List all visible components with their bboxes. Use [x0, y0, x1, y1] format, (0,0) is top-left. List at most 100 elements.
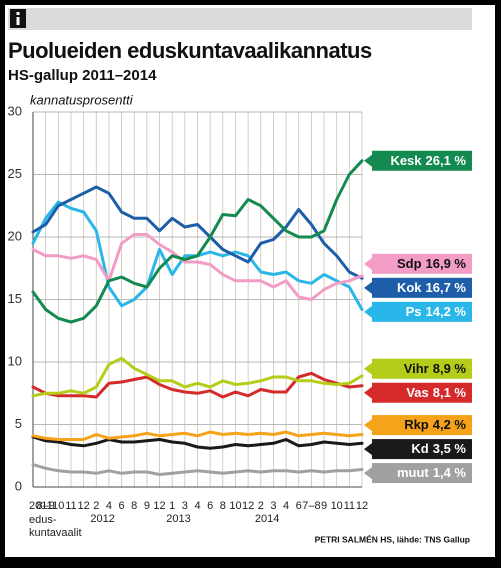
- x-tick-label: 10: [52, 500, 64, 512]
- end-label: Kok 16,7 %: [397, 280, 466, 295]
- year-label: 2014: [255, 513, 279, 525]
- series-name: Rkp: [404, 418, 429, 433]
- x-tick-label: 12: [153, 500, 165, 512]
- label-pointer: [364, 443, 372, 456]
- x-tick-label: 9: [144, 500, 150, 512]
- year-label: 2012: [90, 513, 114, 525]
- series-name: Kesk: [390, 153, 422, 168]
- x-tick-label: 1: [169, 500, 175, 512]
- x-tick-label: 3: [182, 500, 188, 512]
- value-label: 14,2 %: [426, 304, 467, 319]
- series-name: Sdp: [397, 256, 422, 271]
- x-tick-label: 8–9: [36, 500, 54, 512]
- label-box: [372, 415, 472, 436]
- end-label: Kesk 26,1 %: [390, 153, 466, 168]
- series-name: Kd: [411, 442, 428, 457]
- x-tick-label: 7–8: [302, 500, 320, 512]
- series-line: [31, 159, 364, 324]
- series-name: Kok: [397, 280, 422, 295]
- x-tick-label: 4: [194, 500, 200, 512]
- label-box: [372, 301, 472, 322]
- series-line: [31, 463, 364, 476]
- info-icon-dot: [16, 12, 20, 15]
- end-label: Rkp 4,2 %: [404, 418, 466, 433]
- x-tick-label: 8: [220, 500, 226, 512]
- series-name: muut: [397, 466, 429, 481]
- x-tick-label: 12: [356, 500, 368, 512]
- x-tick-label: 10: [331, 500, 343, 512]
- series-line: [31, 430, 364, 441]
- x-tick-label: 2: [93, 500, 99, 512]
- x-tick-label: 6: [207, 500, 213, 512]
- x-note: kuntavaalit: [29, 527, 82, 539]
- series-name: Vas: [406, 385, 428, 400]
- label-box: [372, 150, 472, 171]
- label-pointer: [364, 386, 372, 399]
- x-tick-label: 9: [321, 500, 327, 512]
- label-pointer: [364, 305, 372, 318]
- value-label: 1,4 %: [433, 466, 467, 481]
- y-axis-label: kannatusprosentti: [30, 92, 134, 107]
- series-line: [31, 233, 364, 301]
- x-tick-label: 12: [77, 500, 89, 512]
- info-icon-stem: [16, 17, 20, 25]
- x-tick-label: 12: [242, 500, 254, 512]
- x-tick-label: 6: [119, 500, 125, 512]
- label-box: [372, 382, 472, 403]
- x-tick-label: 6: [296, 500, 302, 512]
- x-tick-label: 2: [258, 500, 264, 512]
- label-box: [372, 358, 472, 379]
- end-label: Sdp 16,9 %: [397, 256, 466, 271]
- label-pointer: [364, 419, 372, 432]
- series-line: [31, 435, 364, 450]
- y-tick-label: 5: [15, 416, 22, 431]
- header-bar: [8, 8, 472, 30]
- label-box: [372, 439, 472, 460]
- y-tick-label: 10: [8, 353, 22, 368]
- label-pointer: [364, 281, 372, 294]
- value-label: 3,5 %: [433, 442, 467, 457]
- x-tick-label: 8: [131, 500, 137, 512]
- end-label: Kd 3,5 %: [411, 442, 466, 457]
- source: PETRI SALMÉN HS, lähde: TNS Gallup: [315, 534, 470, 544]
- y-tick-label: 30: [8, 103, 22, 118]
- y-tick-label: 20: [8, 228, 22, 243]
- x-tick-label: 4: [283, 500, 289, 512]
- value-label: 8,9 %: [433, 361, 467, 376]
- chart-subtitle: HS-gallup 2011–2014: [8, 67, 157, 84]
- value-label: 16,9 %: [426, 256, 467, 271]
- series-line: [31, 371, 364, 399]
- series-name: Vihr: [404, 361, 429, 376]
- x-tick-label: 10: [229, 500, 241, 512]
- y-tick-label: 0: [15, 478, 22, 493]
- year-label: 2013: [166, 513, 190, 525]
- label-box: [372, 253, 472, 274]
- x-tick-label: 3: [270, 500, 276, 512]
- label-box: [372, 463, 472, 484]
- series-name: Ps: [406, 304, 422, 319]
- label-pointer: [364, 154, 372, 167]
- value-label: 16,7 %: [426, 280, 467, 295]
- series-line: [31, 185, 364, 280]
- end-label: Vas 8,1 %: [406, 385, 466, 400]
- end-label: Vihr 8,9 %: [404, 361, 467, 376]
- x-tick-label: 11: [65, 500, 76, 512]
- x-tick-label: 2011: [29, 500, 53, 512]
- value-label: 8,1 %: [433, 385, 467, 400]
- end-label: muut 1,4 %: [397, 466, 466, 481]
- label-pointer: [364, 257, 372, 270]
- x-note: edus-: [29, 514, 57, 526]
- label-pointer: [364, 362, 372, 375]
- value-label: 4,2 %: [433, 418, 467, 433]
- y-tick-label: 15: [8, 291, 22, 306]
- x-tick-label: 11: [344, 500, 355, 512]
- value-label: 26,1 %: [426, 153, 467, 168]
- y-tick-label: 25: [8, 166, 22, 181]
- x-tick-label: 4: [106, 500, 112, 512]
- label-pointer: [364, 467, 372, 480]
- series-line: [31, 356, 364, 398]
- end-label: Ps 14,2 %: [406, 304, 467, 319]
- label-box: [372, 277, 472, 298]
